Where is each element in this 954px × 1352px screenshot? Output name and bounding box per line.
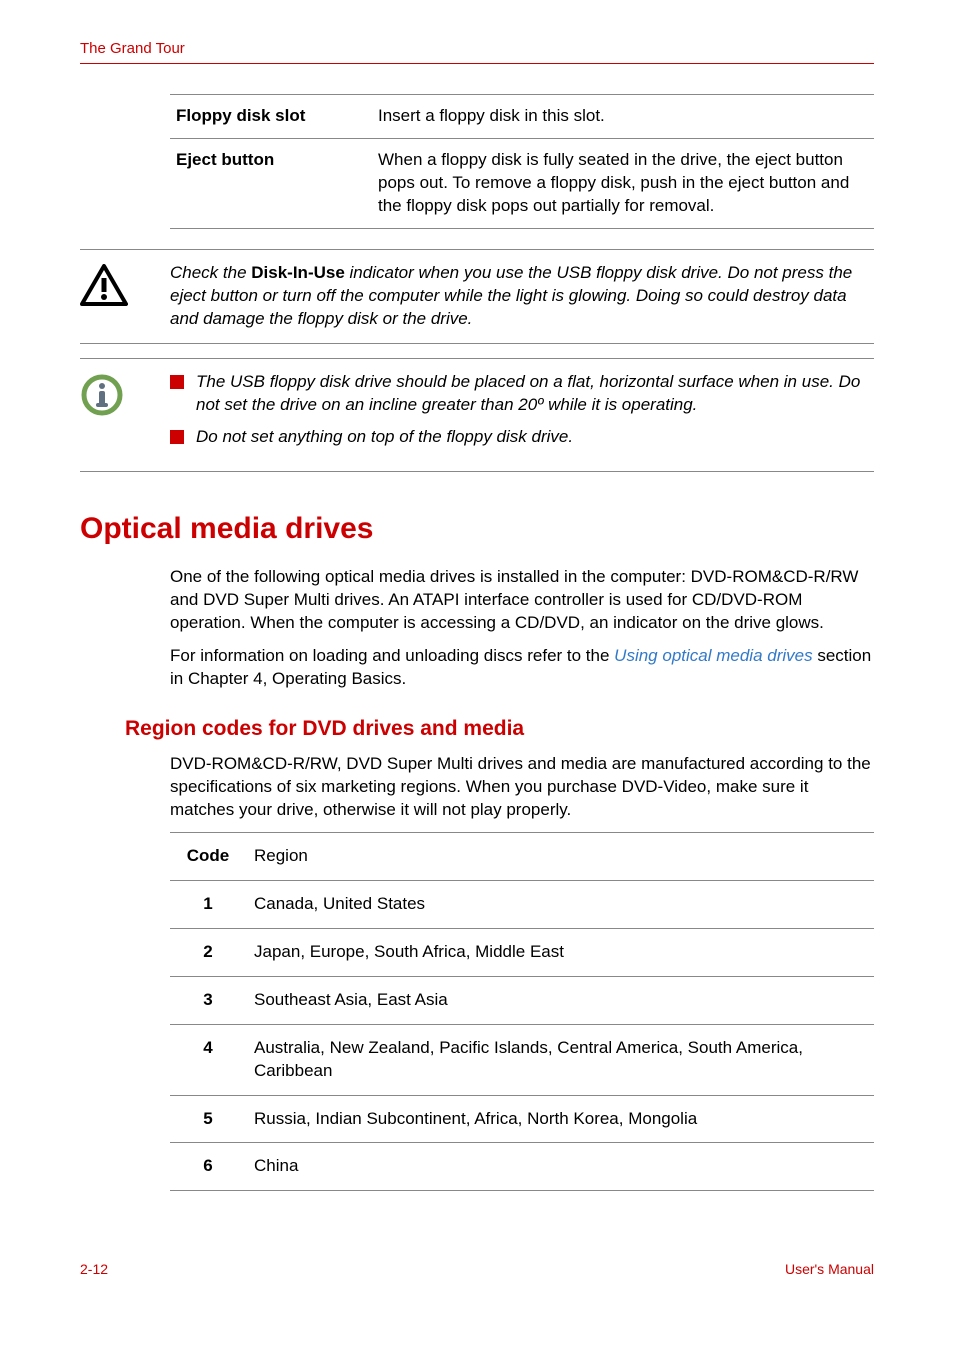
table-row: Floppy disk slot Insert a floppy disk in… <box>170 95 874 139</box>
section-heading-region-codes: Region codes for DVD drives and media <box>125 717 874 741</box>
bullet-square-icon <box>170 430 184 444</box>
info-bullet-text: Do not set anything on top of the floppy… <box>196 426 573 449</box>
code-cell: 3 <box>170 976 246 1024</box>
warning-callout: Check the Disk-In-Use indicator when you… <box>80 249 874 344</box>
footer-page-number: 2-12 <box>80 1261 108 1277</box>
region-cell: Japan, Europe, South Africa, Middle East <box>246 928 874 976</box>
footer-manual-label: User's Manual <box>785 1261 874 1277</box>
code-header: Code <box>170 832 246 880</box>
region-cell: China <box>246 1143 874 1191</box>
term-cell: Floppy disk slot <box>170 95 372 139</box>
table-row: 3 Southeast Asia, East Asia <box>170 976 874 1024</box>
optical-para-2: For information on loading and unloading… <box>170 645 874 691</box>
bullet-square-icon <box>170 375 184 389</box>
table-row: 1 Canada, United States <box>170 880 874 928</box>
info-text: The USB floppy disk drive should be plac… <box>170 371 874 460</box>
optical-para-1: One of the following optical media drive… <box>170 566 874 635</box>
code-cell: 2 <box>170 928 246 976</box>
region-para-1: DVD-ROM&CD-R/RW, DVD Super Multi drives … <box>170 753 874 822</box>
section-heading-optical: Optical media drives <box>80 512 874 546</box>
running-title: The Grand Tour <box>80 40 185 57</box>
table-row: 6 China <box>170 1143 874 1191</box>
code-cell: 5 <box>170 1095 246 1143</box>
code-cell: 4 <box>170 1024 246 1095</box>
warning-icon <box>80 264 128 311</box>
table-row: Eject button When a floppy disk is fully… <box>170 138 874 228</box>
info-icon-col <box>80 371 170 422</box>
running-header: The Grand Tour <box>80 40 874 64</box>
info-bullet: Do not set anything on top of the floppy… <box>170 426 874 449</box>
table-row: 5 Russia, Indian Subcontinent, Africa, N… <box>170 1095 874 1143</box>
table-row: 2 Japan, Europe, South Africa, Middle Ea… <box>170 928 874 976</box>
desc-cell: Insert a floppy disk in this slot. <box>372 95 874 139</box>
region-cell: Russia, Indian Subcontinent, Africa, Nor… <box>246 1095 874 1143</box>
info-bullet: The USB floppy disk drive should be plac… <box>170 371 874 417</box>
region-cell: Canada, United States <box>246 880 874 928</box>
table-row: 4 Australia, New Zealand, Pacific Island… <box>170 1024 874 1095</box>
region-cell: Australia, New Zealand, Pacific Islands,… <box>246 1024 874 1095</box>
table-row: Code Region <box>170 832 874 880</box>
floppy-def-table: Floppy disk slot Insert a floppy disk in… <box>170 94 874 229</box>
using-optical-link[interactable]: Using optical media drives <box>614 646 812 665</box>
page-footer: 2-12 User's Manual <box>80 1261 874 1277</box>
warning-pre: Check the <box>170 263 251 282</box>
warning-bold: Disk-In-Use <box>251 263 345 282</box>
term-cell: Eject button <box>170 138 372 228</box>
region-header: Region <box>246 832 874 880</box>
desc-cell: When a floppy disk is fully seated in th… <box>372 138 874 228</box>
region-cell: Southeast Asia, East Asia <box>246 976 874 1024</box>
code-cell: 6 <box>170 1143 246 1191</box>
info-bullet-text: The USB floppy disk drive should be plac… <box>196 371 874 417</box>
warning-text: Check the Disk-In-Use indicator when you… <box>170 262 874 331</box>
p2-pre: For information on loading and unloading… <box>170 646 614 665</box>
code-cell: 1 <box>170 880 246 928</box>
info-icon <box>80 373 124 422</box>
info-callout: The USB floppy disk drive should be plac… <box>80 358 874 473</box>
region-code-table: Code Region 1 Canada, United States 2 Ja… <box>170 832 874 1192</box>
warning-icon-col <box>80 262 170 311</box>
